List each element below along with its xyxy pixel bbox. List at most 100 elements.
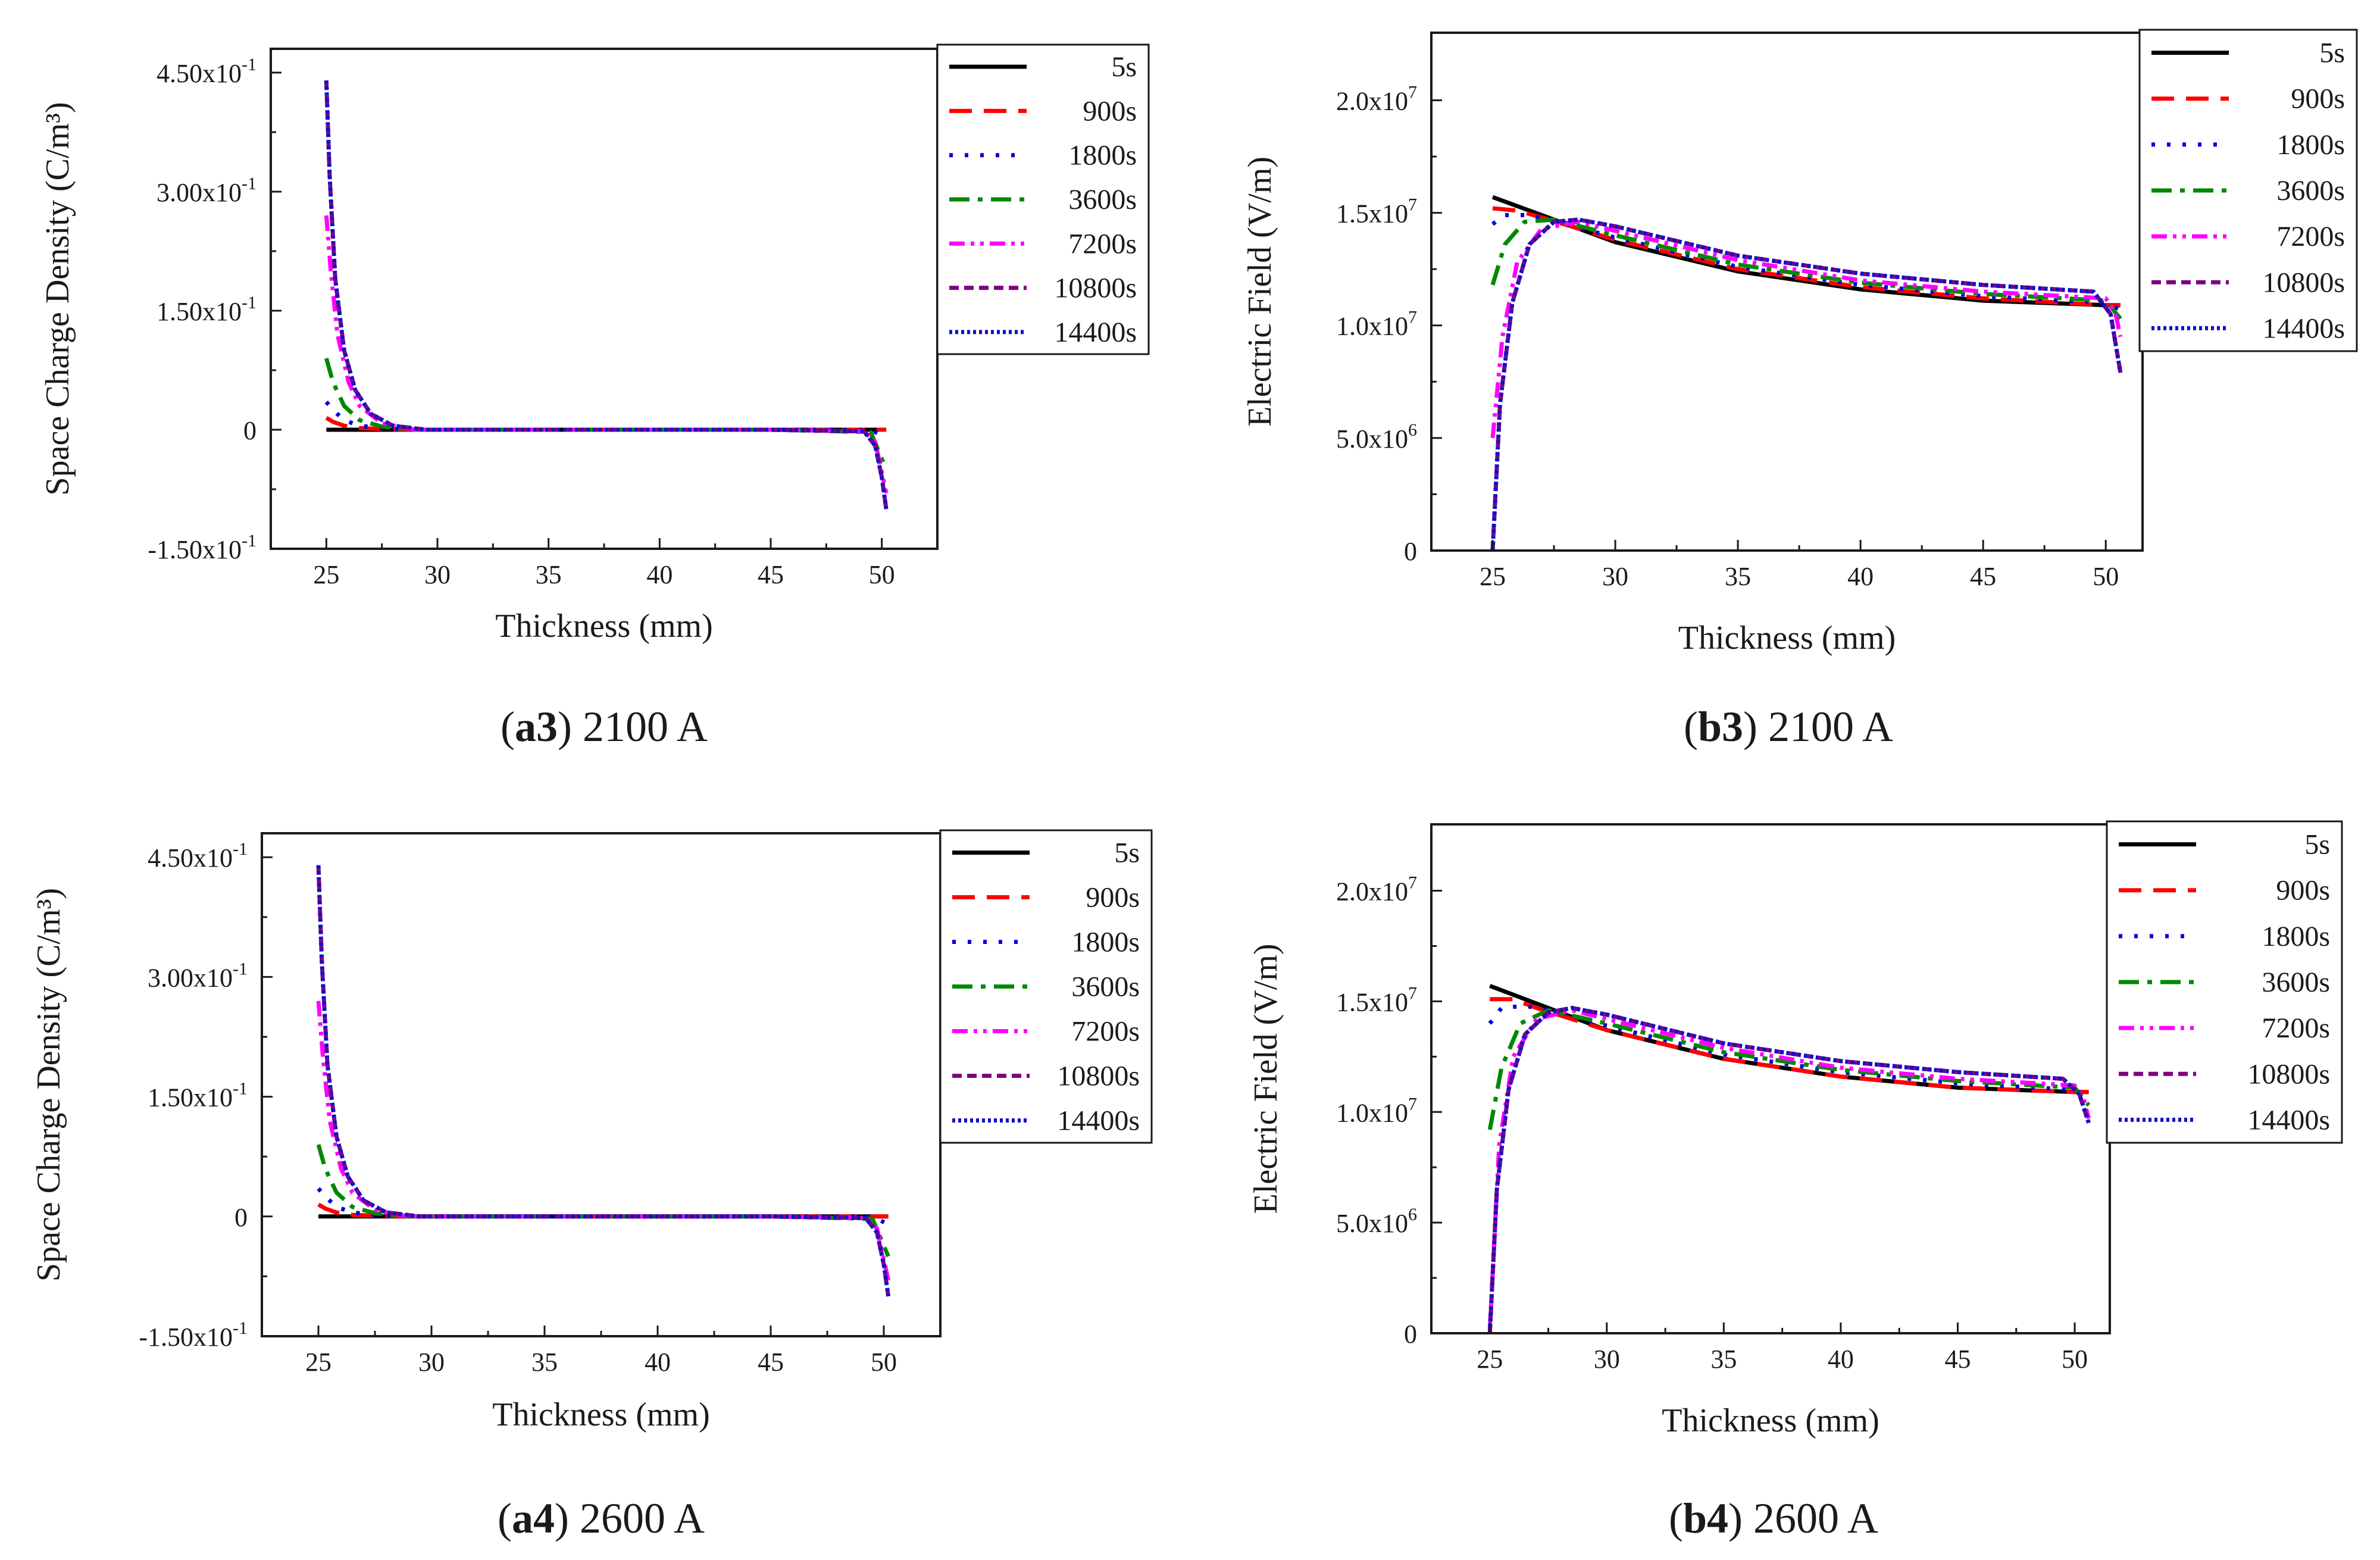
plot-area-frame	[270, 48, 939, 550]
panel-a4: 25 30 35 40 45 50 4.50x10-1 3.00x10-1 1.50x10-1 0…	[30, 829, 1153, 1542]
legend: 5s 900s 1800s 3600s 7200s 10800s 14400s	[2138, 29, 2358, 352]
panel-b4: 25 30 35 40 45 50 2.0x107 1.5x107 1.0x107 5.0x106…	[1247, 820, 2343, 1542]
legend-label: 900s	[2276, 875, 2330, 906]
x-tick-label: 35	[531, 1348, 558, 1377]
series-line-7200s	[1487, 1008, 2091, 1329]
legend-label: 5s	[2304, 829, 2330, 861]
series-line-3600s	[316, 1144, 890, 1258]
x-tick-label: 40	[645, 1348, 671, 1377]
x-tick-label: 45	[758, 1348, 784, 1377]
legend-label: 1800s	[1071, 927, 1140, 958]
x-tick-label: 25	[305, 1348, 331, 1377]
legend-label: 3600s	[1071, 971, 1140, 1003]
series-line-3600s	[1487, 1008, 2091, 1130]
legend-label: 10800s	[1054, 273, 1137, 304]
y-tick-label: 1.50x10-1	[148, 1079, 248, 1112]
y-axis-title: Space Charge Density (C/m³)	[30, 888, 67, 1281]
panel-caption: (b3) 2100 A	[1684, 703, 1893, 751]
legend-label: 900s	[1083, 95, 1137, 127]
x-tick-label: 45	[758, 560, 784, 589]
legend-label: 3600s	[1068, 184, 1137, 215]
legend-label: 14400s	[2247, 1104, 2330, 1136]
y-tick-label: 1.0x107	[1336, 1094, 1417, 1127]
x-tick-label: 50	[2093, 562, 2119, 591]
series-line-5s	[1489, 984, 2089, 1095]
y-tick-label: 2.0x107	[1336, 82, 1417, 115]
y-tick-label: 5.0x106	[1336, 1205, 1417, 1238]
panel-b3: 25 30 35 40 45 50 2.0x107 1.5x107 1.0x107 5.0x106…	[1241, 29, 2358, 751]
panel-caption: (a4) 2600 A	[498, 1495, 705, 1542]
legend-label: 7200s	[2262, 1012, 2330, 1044]
y-tick-label: 5.0x106	[1336, 420, 1417, 454]
legend-label: 1800s	[2262, 921, 2330, 952]
plot-area-frame	[1430, 32, 2144, 552]
legend-label: 14400s	[2262, 312, 2345, 344]
y-tick-label: 4.50x10-1	[157, 55, 257, 88]
legend-label: 7200s	[1068, 228, 1137, 260]
series-line-1800s	[1488, 1003, 2090, 1099]
y-tick-label: -1.50x10-1	[148, 531, 257, 564]
y-axis-title: Space Charge Density (C/m³)	[39, 102, 76, 495]
series-line-10800s	[324, 80, 889, 509]
y-tick-label: 1.5x107	[1336, 195, 1417, 229]
x-tick-label: 35	[1725, 562, 1751, 591]
y-tick-label: 0	[1404, 537, 1417, 566]
legend-frame	[2138, 29, 2358, 352]
y-tick-label: 4.50x10-1	[148, 839, 248, 873]
legend-frame	[936, 43, 1150, 355]
series-group	[324, 80, 889, 509]
legend-label: 10800s	[1057, 1061, 1140, 1092]
x-tick-label: 40	[1847, 562, 1874, 591]
legend-label: 5s	[1114, 837, 1140, 869]
x-axis-title: Thickness (mm)	[492, 1396, 709, 1433]
x-tick-label: 25	[1480, 562, 1506, 591]
x-tick-label: 40	[1828, 1345, 1854, 1374]
series-line-7200s	[316, 1001, 891, 1281]
series-line-14400s	[1487, 1006, 2091, 1333]
plot-area-frame	[1430, 823, 2111, 1334]
series-group	[1490, 195, 2123, 551]
y-tick-label: 0	[234, 1203, 248, 1232]
legend: 5s 900s 1800s 3600s 7200s 10800s 14400s	[939, 829, 1153, 1144]
series-line-900s	[1492, 206, 2121, 308]
legend: 5s 900s 1800s 3600s 7200s 10800s 14400s	[936, 43, 1150, 355]
y-tick-label: -1.50x10-1	[139, 1318, 248, 1352]
series-line-7200s	[324, 215, 889, 494]
legend-frame	[939, 829, 1153, 1144]
legend-label: 900s	[2291, 83, 2345, 115]
legend: 5s 900s 1800s 3600s 7200s 10800s 14400s	[2106, 820, 2343, 1144]
legend-label: 10800s	[2247, 1058, 2330, 1090]
x-tick-label: 45	[1970, 562, 1996, 591]
y-tick-label: 1.0x107	[1336, 308, 1417, 341]
series-line-14400s	[324, 80, 889, 509]
x-tick-label: 35	[1710, 1345, 1737, 1374]
panel-caption: (b4) 2600 A	[1669, 1495, 1878, 1542]
y-tick-label: 1.5x107	[1336, 983, 1417, 1017]
y-tick-label: 3.00x10-1	[148, 959, 248, 992]
legend-label: 14400s	[1057, 1105, 1140, 1137]
series-line-3600s	[1490, 217, 2122, 320]
y-tick-label: 0	[1404, 1320, 1417, 1349]
legend-label: 3600s	[2276, 175, 2345, 207]
y-tick-label: 1.50x10-1	[157, 293, 257, 326]
x-tick-label: 50	[871, 1348, 897, 1377]
series-line-10800s	[1490, 217, 2123, 551]
legend-label: 10800s	[2262, 267, 2345, 298]
x-tick-label: 30	[418, 1348, 445, 1377]
x-tick-label: 30	[1602, 562, 1628, 591]
x-axis-title: Thickness (mm)	[495, 608, 712, 645]
x-tick-label: 50	[869, 560, 895, 589]
y-axis-title: Electric Field (V/m)	[1247, 943, 1284, 1214]
series-group	[1487, 984, 2091, 1333]
legend-label: 1800s	[2276, 129, 2345, 161]
series-line-10800s	[316, 865, 891, 1297]
y-tick-label: 3.00x10-1	[157, 174, 257, 207]
x-tick-label: 50	[2062, 1345, 2088, 1374]
series-group	[316, 865, 891, 1297]
panel-caption: (a3) 2100 A	[501, 703, 708, 751]
series-line-10800s	[1487, 1006, 2091, 1333]
plot-area-frame	[261, 832, 942, 1337]
y-tick-label: 0	[243, 416, 257, 445]
legend-label: 5s	[2319, 37, 2345, 69]
